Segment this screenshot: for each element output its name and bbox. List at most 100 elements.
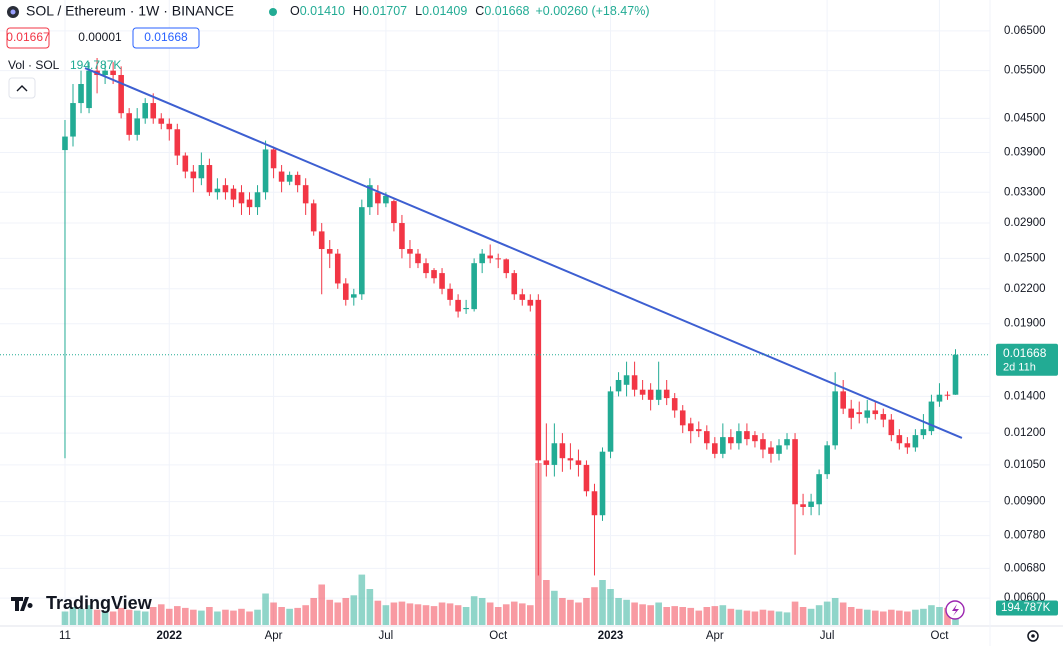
chevron-icon — [16, 85, 28, 92]
candle-body — [848, 408, 855, 418]
candle-body — [102, 70, 108, 76]
candle-body — [615, 379, 622, 392]
volume-bar — [109, 611, 117, 625]
settings-button[interactable] — [1027, 630, 1039, 642]
candle-body — [126, 113, 132, 135]
candle-body — [599, 451, 606, 516]
volume-bar — [278, 607, 285, 625]
volume-bar — [254, 609, 261, 625]
candle-body — [808, 501, 814, 507]
candle-body — [607, 391, 614, 452]
x-tick-label: 2023 — [598, 630, 624, 642]
candle-body — [944, 394, 951, 396]
volume-bar — [149, 607, 157, 625]
settings-icon-inner — [1031, 634, 1035, 638]
candle-body — [631, 375, 638, 390]
volume-bar — [855, 608, 863, 625]
collapse-button[interactable] — [8, 77, 36, 99]
volume-bar — [190, 609, 197, 625]
volume-bar — [310, 598, 317, 625]
spread: 0.00001 — [78, 30, 122, 44]
candle-body — [86, 70, 92, 109]
volume-bar — [591, 587, 598, 625]
x-tick-label: Oct — [931, 630, 950, 642]
candle-body — [800, 504, 806, 507]
volume-bar — [270, 602, 277, 625]
volume-bar — [823, 601, 831, 625]
volume-bar — [679, 607, 687, 625]
candle-body — [695, 429, 702, 432]
candle-body — [230, 188, 237, 200]
candle-body — [567, 458, 574, 461]
volume-bar — [599, 580, 606, 625]
volume-bar — [526, 605, 534, 625]
price-label: 0.01668 — [1003, 346, 1047, 360]
symbol-icon-inner — [10, 9, 16, 15]
volume-bar — [575, 602, 582, 625]
candle-body — [182, 155, 189, 172]
candle-body — [687, 423, 694, 432]
candle-body — [768, 447, 774, 454]
volume-bar — [863, 609, 871, 625]
candle-body — [720, 437, 726, 454]
volume-bar — [77, 608, 85, 625]
x-tick-label: Apr — [706, 630, 724, 642]
volume-bar — [936, 607, 943, 625]
candle-body — [639, 389, 646, 395]
candle-body — [912, 435, 919, 448]
volume-bar — [85, 605, 93, 625]
volume-bar — [125, 609, 133, 625]
volume-bar — [69, 607, 77, 625]
candle-body — [543, 460, 550, 465]
candle-body — [655, 389, 662, 400]
volume-bar — [294, 607, 301, 625]
lightning-icon — [952, 604, 959, 616]
candle-body — [511, 273, 518, 295]
volume-value: 194.787K — [70, 58, 121, 72]
candle-body — [575, 460, 582, 465]
candle-body — [190, 171, 197, 179]
header: SOL / Ethereum · 1W · BINANCE O0.01410 H0… — [6, 3, 649, 99]
volume-bar — [711, 606, 719, 625]
y-tick-label: 0.03300 — [1004, 186, 1046, 198]
x-tick-label: Oct — [489, 630, 508, 642]
candle-body — [262, 149, 269, 193]
candle-body — [864, 410, 871, 418]
volume-bar — [904, 611, 911, 625]
ask-box[interactable] — [132, 27, 200, 49]
bid-box[interactable] — [6, 27, 50, 49]
candle-body — [206, 165, 213, 193]
candle-body — [431, 270, 437, 279]
candle-body — [936, 394, 943, 402]
candle-body — [832, 391, 838, 446]
volume-bar — [879, 611, 887, 625]
volume-bar — [671, 606, 679, 625]
y-tick-label: 0.00780 — [1004, 530, 1046, 542]
volume-bar — [920, 608, 927, 625]
candle-body — [679, 410, 686, 426]
candle-body — [214, 188, 221, 193]
candle-body — [776, 445, 782, 454]
volume-bar — [302, 605, 309, 625]
volume-bar — [735, 609, 743, 625]
candle-body — [471, 263, 477, 310]
volume-bar — [647, 605, 654, 625]
volume-bar — [366, 589, 374, 625]
candle-body — [495, 258, 502, 260]
volume-bar — [93, 609, 101, 625]
volume-bar — [262, 593, 269, 625]
volume-bar — [222, 609, 229, 625]
volume-bar — [518, 603, 526, 625]
candle-body — [383, 195, 389, 204]
volume-bar — [839, 602, 847, 625]
volume-bar — [342, 598, 350, 625]
volume-bar — [567, 599, 574, 625]
y-tick-label: 0.01200 — [1004, 427, 1046, 439]
candle-body — [158, 118, 165, 124]
candle-body — [110, 70, 116, 76]
volume-bar — [615, 598, 622, 625]
candle-body — [246, 199, 253, 208]
candle-body — [415, 253, 421, 264]
volume-bar — [743, 610, 751, 625]
volume-bar — [687, 607, 695, 625]
